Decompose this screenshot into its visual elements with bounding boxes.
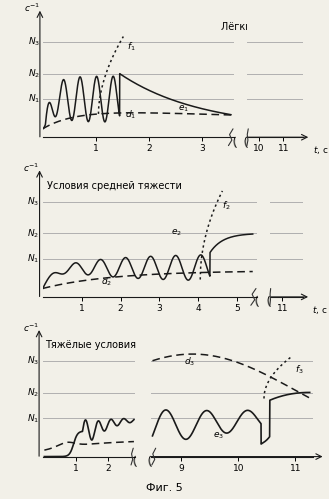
Text: (: ( (243, 136, 249, 150)
Text: $N_3$: $N_3$ (27, 195, 39, 208)
Text: Условия средней тяжести: Условия средней тяжести (47, 181, 182, 191)
Text: $d_3$: $d_3$ (184, 356, 195, 368)
Text: $N_3$: $N_3$ (28, 35, 40, 48)
Text: (: ( (232, 136, 238, 150)
Text: $N_1$: $N_1$ (27, 252, 39, 265)
Text: $f_3$: $f_3$ (295, 363, 304, 376)
Text: (: ( (254, 296, 260, 309)
Text: $c^{-1}$: $c^{-1}$ (24, 2, 40, 14)
Text: $e_2$: $e_2$ (171, 228, 182, 239)
Text: $N_2$: $N_2$ (28, 67, 40, 80)
Text: $e_1$: $e_1$ (178, 103, 189, 114)
Text: Тяжёлые условия: Тяжёлые условия (45, 340, 136, 350)
Text: $t$, с: $t$, с (312, 304, 328, 316)
Text: $c^{-1}$: $c^{-1}$ (23, 321, 39, 334)
Text: (: ( (147, 456, 153, 469)
Text: Фиг. 5: Фиг. 5 (146, 483, 183, 493)
Text: $t$, с: $t$, с (313, 144, 328, 156)
Text: $N_1$: $N_1$ (28, 93, 40, 105)
Text: (: ( (266, 296, 272, 309)
Text: Лёгкие условия: Лёгкие условия (221, 22, 302, 32)
Text: (: ( (132, 456, 138, 469)
Text: $e_3$: $e_3$ (213, 431, 223, 441)
Text: $d_2$: $d_2$ (101, 275, 112, 288)
Text: $N_3$: $N_3$ (27, 355, 39, 367)
Text: $d_1$: $d_1$ (125, 108, 136, 121)
Text: $N_1$: $N_1$ (27, 412, 39, 425)
Text: $N_2$: $N_2$ (27, 387, 39, 399)
Text: $c^{-1}$: $c^{-1}$ (23, 162, 39, 174)
Text: $f_1$: $f_1$ (127, 40, 135, 53)
Text: $f_2$: $f_2$ (222, 200, 231, 212)
Text: $N_2$: $N_2$ (27, 227, 39, 240)
